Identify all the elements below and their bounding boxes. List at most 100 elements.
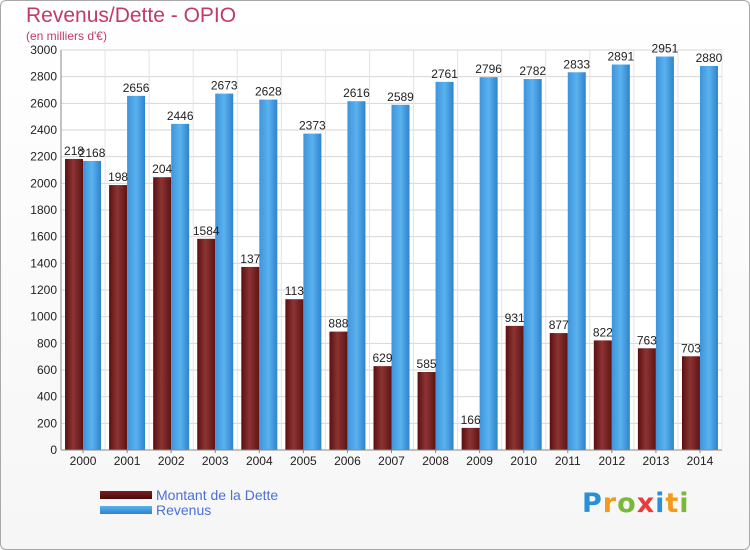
bar-dette [109, 185, 128, 451]
bar-revenus [171, 123, 190, 450]
data-label-revenus: 2656 [123, 81, 150, 95]
bar-revenus [699, 66, 718, 450]
x-tick-label: 2013 [643, 454, 670, 468]
data-label-dette: 218 [64, 144, 84, 158]
data-label-revenus: 2833 [563, 57, 590, 71]
data-label-dette: 703 [681, 341, 701, 355]
bar-revenus [391, 104, 410, 451]
bar-dette [65, 158, 84, 450]
data-label-revenus: 2616 [343, 86, 370, 100]
logo-letter: x [636, 488, 656, 519]
bar-dette [461, 427, 480, 450]
bar-revenus [435, 81, 454, 450]
bar-revenus [523, 79, 542, 451]
data-label-dette: 198 [108, 170, 128, 184]
data-label-dette: 585 [417, 357, 437, 371]
bar-dette [197, 238, 216, 450]
data-label-dette: 931 [505, 311, 525, 325]
chart-title: Revenus/Dette - OPIO [26, 4, 237, 27]
data-label-revenus: 2628 [255, 85, 282, 99]
legend-item-revenus: Revenus [100, 501, 278, 518]
logo-letter: i [655, 488, 666, 519]
bar-dette [329, 331, 348, 450]
x-tick-label: 2014 [687, 454, 714, 468]
x-tick-label: 2007 [378, 454, 405, 468]
x-tick-label: 2010 [510, 454, 537, 468]
x-tick-label: 2000 [70, 454, 97, 468]
x-tick-label: 2005 [290, 454, 317, 468]
data-label-revenus: 2373 [299, 119, 326, 133]
data-label-revenus: 2951 [652, 42, 679, 56]
bar-revenus [567, 72, 586, 451]
bar-revenus [479, 77, 498, 450]
legend-item-dette: Montant de la Dette [100, 486, 279, 503]
x-tick-label: 2003 [202, 454, 229, 468]
data-label-dette: 166 [461, 413, 481, 427]
y-tick-label: 1200 [30, 283, 57, 297]
y-tick-label: 800 [37, 336, 57, 350]
y-tick-label: 2400 [30, 123, 57, 137]
y-tick-label: 1400 [30, 256, 57, 270]
bar-dette [153, 177, 172, 450]
proxiti-logo: Proxiti [582, 488, 690, 519]
legend-swatch-dette [100, 490, 152, 499]
x-tick-label: 2008 [422, 454, 449, 468]
y-tick-label: 1000 [30, 310, 57, 324]
bar-dette [549, 333, 568, 450]
y-tick-label: 1600 [30, 230, 57, 244]
data-label-revenus: 2880 [696, 51, 723, 65]
data-label-dette: 822 [593, 325, 613, 339]
bar-dette [241, 266, 260, 450]
data-label-dette: 629 [372, 351, 392, 365]
legend-swatch-revenus [100, 505, 152, 514]
y-tick-label: 2200 [30, 150, 57, 164]
data-label-dette: 204 [152, 162, 172, 176]
y-tick-label: 200 [37, 416, 57, 430]
bar-revenus [347, 101, 366, 450]
logo-letter: i [679, 488, 690, 519]
data-label-revenus: 2761 [431, 67, 458, 81]
legend-label-dette: Montant de la Dette [156, 486, 279, 503]
bar-dette [417, 372, 436, 450]
data-label-revenus: 2446 [167, 109, 194, 123]
y-tick-label: 600 [37, 363, 57, 377]
data-label-dette: 1584 [193, 224, 220, 238]
y-tick-label: 2000 [30, 176, 57, 190]
data-label-dette: 137 [240, 252, 260, 266]
logo-letter: r [602, 488, 618, 519]
data-label-revenus: 2796 [475, 62, 502, 76]
x-tick-label: 2009 [466, 454, 493, 468]
data-label-revenus: 2168 [79, 146, 106, 160]
data-label-dette: 888 [328, 317, 348, 331]
x-tick-label: 2002 [158, 454, 185, 468]
bar-dette [373, 366, 392, 450]
logo-letter: P [582, 488, 603, 519]
bar-dette [681, 356, 700, 450]
bar-dette [637, 348, 656, 450]
bar-revenus [83, 160, 102, 450]
data-label-revenus: 2589 [387, 90, 414, 104]
bar-dette [593, 340, 612, 450]
y-tick-label: 1800 [30, 203, 57, 217]
y-tick-label: 2800 [30, 70, 57, 84]
chart-subtitle: (en milliers d'€) [26, 29, 107, 43]
bar-revenus [259, 99, 278, 450]
legend-label-revenus: Revenus [156, 501, 212, 518]
x-tick-label: 2011 [555, 454, 581, 468]
data-label-dette: 877 [549, 318, 569, 332]
bar-revenus [127, 95, 146, 450]
y-tick-label: 0 [50, 443, 57, 457]
data-label-dette: 113 [285, 284, 304, 298]
y-tick-label: 400 [37, 390, 57, 404]
bar-dette [505, 325, 524, 450]
x-tick-label: 2001 [114, 454, 141, 468]
data-label-revenus: 2673 [211, 79, 238, 93]
data-label-revenus: 2782 [519, 64, 546, 78]
bar-revenus [611, 64, 630, 451]
bar-revenus [303, 133, 322, 450]
y-tick-label: 3000 [30, 43, 57, 57]
bar-revenus [215, 93, 234, 450]
bar-dette [285, 299, 304, 450]
y-tick-label: 2600 [30, 96, 57, 110]
